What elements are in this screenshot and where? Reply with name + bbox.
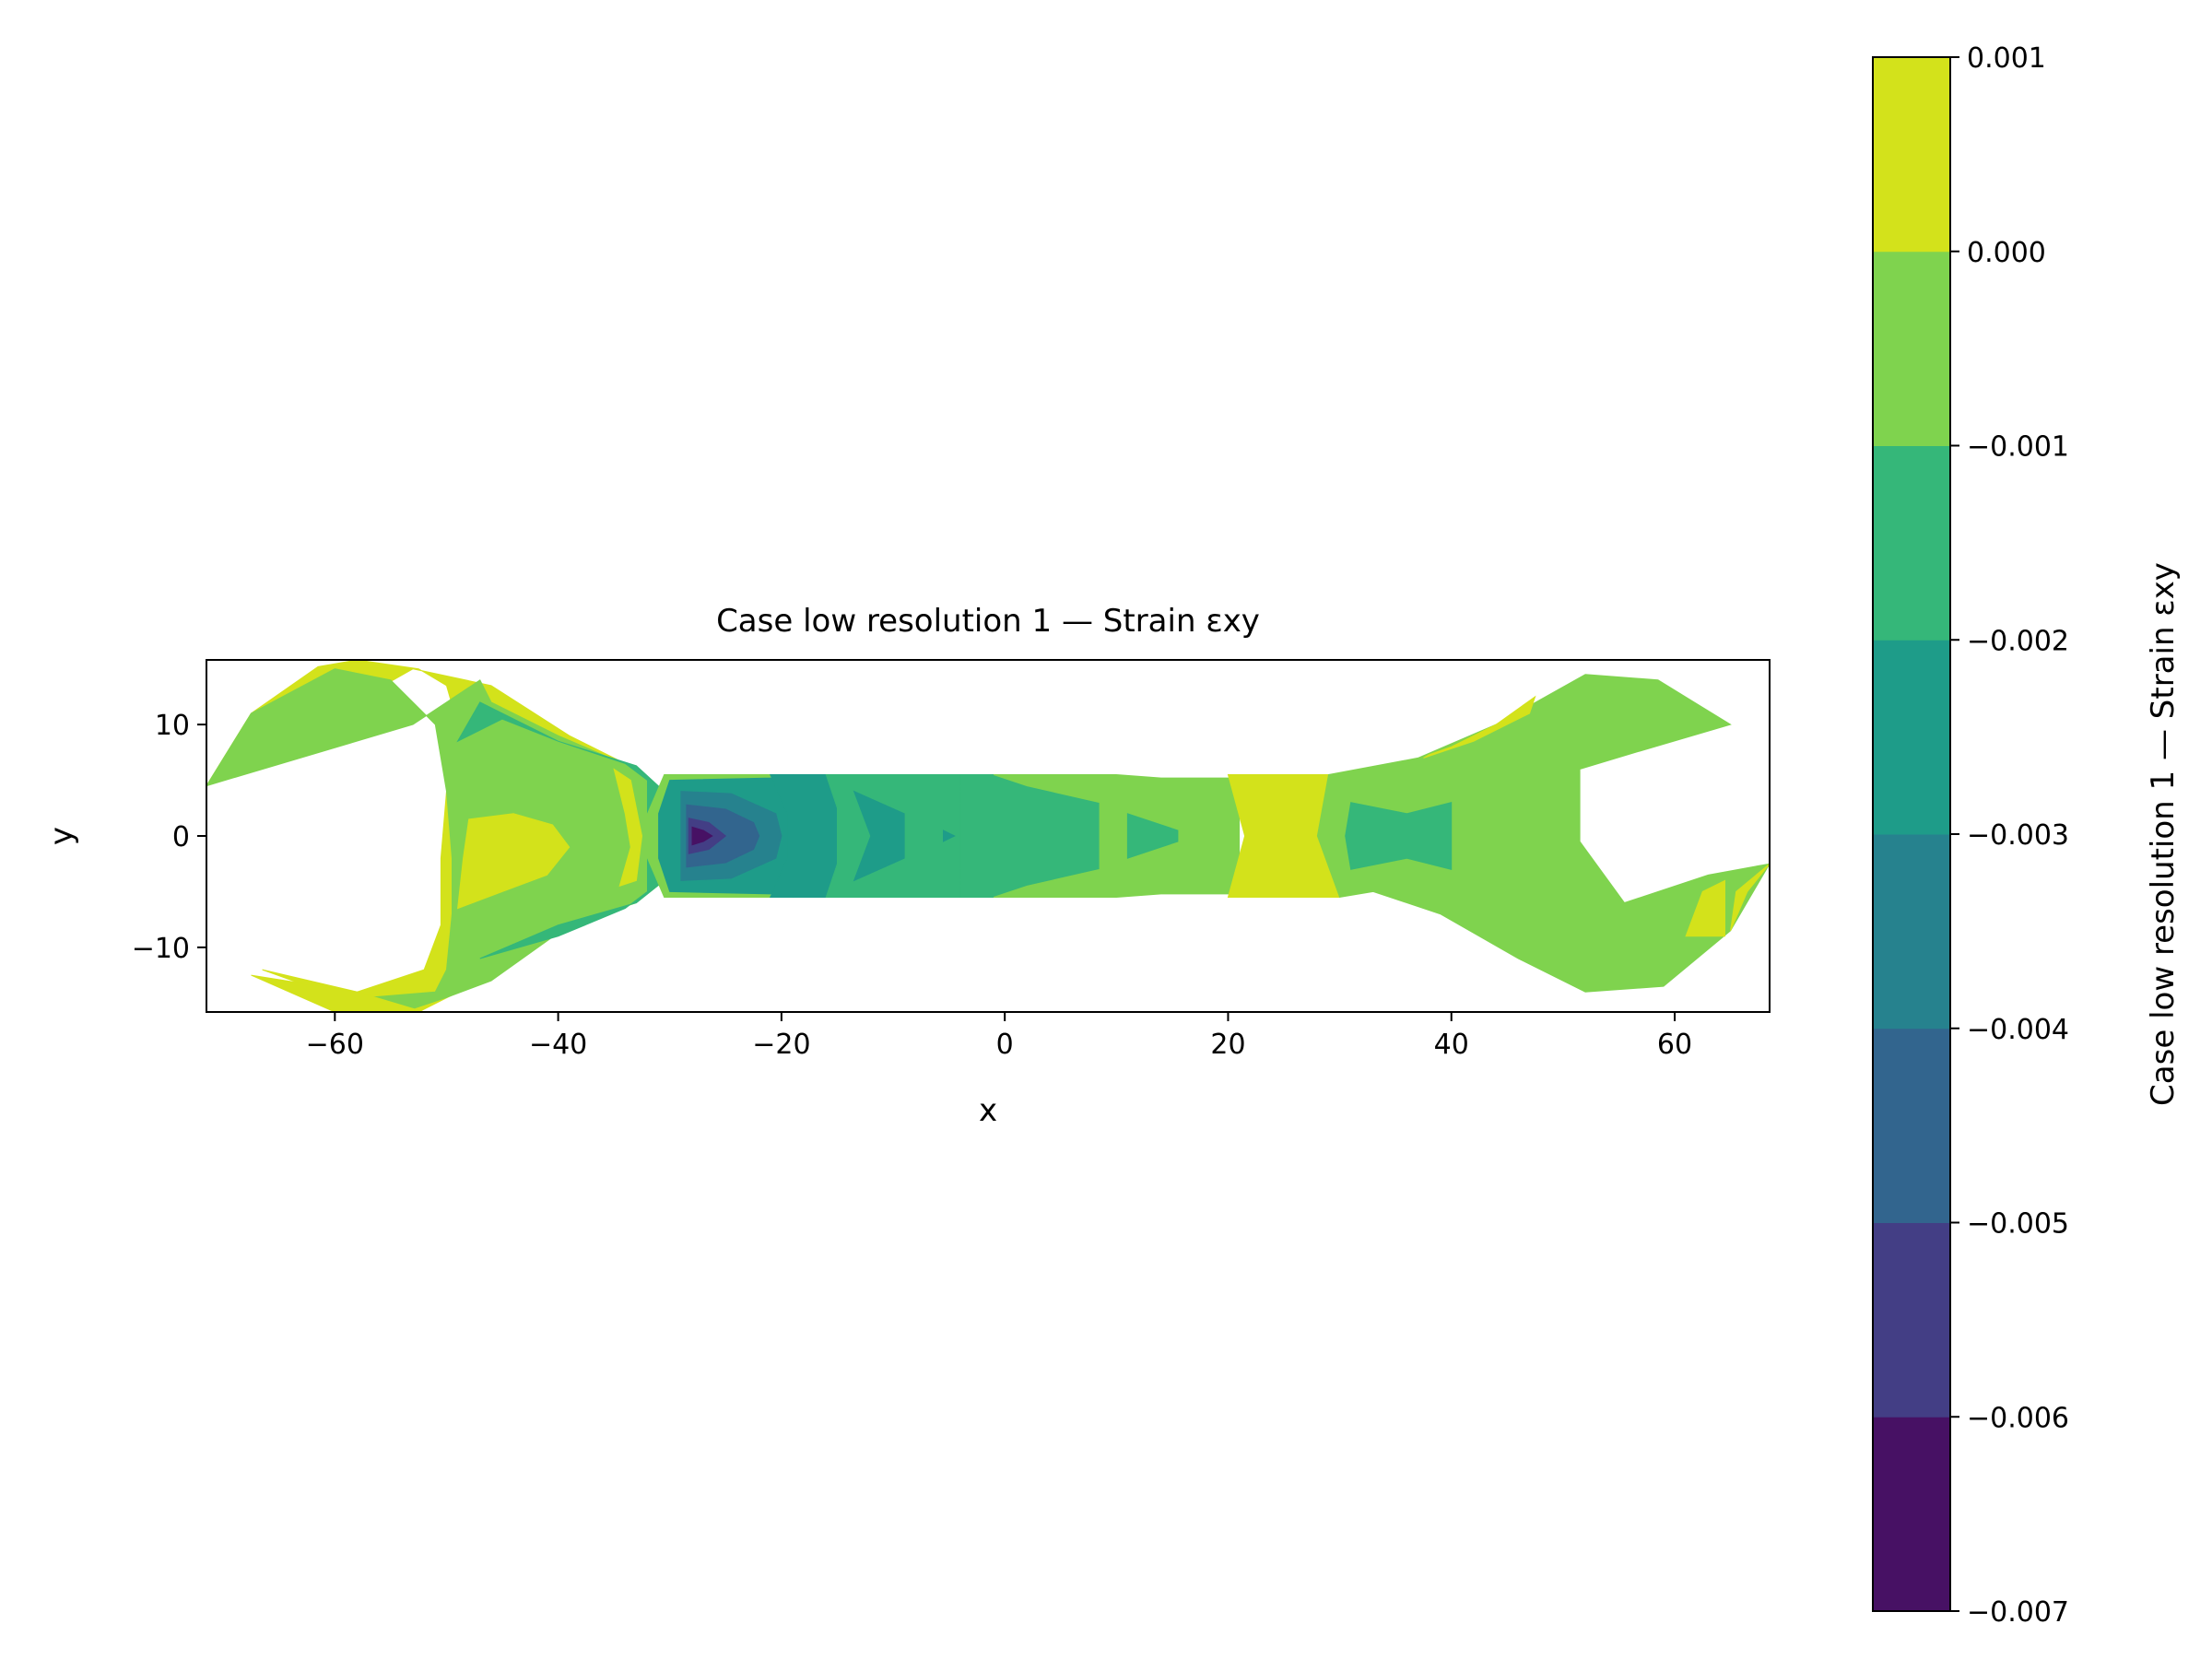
colorbar-tick-label: 0.001 — [1967, 42, 2046, 75]
contour-region — [1423, 695, 1536, 759]
x-tick-label: 20 — [1210, 1029, 1245, 1061]
colorbar-band — [1873, 834, 1950, 1030]
colorbar-band — [1873, 640, 1950, 835]
contour-region — [613, 768, 643, 888]
x-tick-label: 0 — [996, 1029, 1014, 1061]
colorbar-band — [1873, 1028, 1950, 1223]
colorbar-tick-label: −0.002 — [1967, 625, 2069, 657]
colorbar-tick-label: −0.007 — [1967, 1596, 2069, 1629]
y-axis: 10 0 −10 — [132, 710, 206, 965]
x-tick-label: −20 — [752, 1029, 810, 1061]
colorbar-tick-label: −0.001 — [1967, 431, 2069, 464]
colorbar-band — [1873, 445, 1950, 641]
colorbar-tick-label: −0.004 — [1967, 1014, 2069, 1046]
contour-region — [1685, 879, 1725, 937]
contour-region — [456, 701, 665, 959]
contour-field — [206, 660, 1770, 1012]
contour-region — [691, 826, 713, 846]
y-tick-label: −10 — [132, 933, 190, 965]
contour-region — [206, 668, 665, 1009]
colorbar-tick-label: −0.006 — [1967, 1402, 2069, 1434]
contour-region — [1730, 863, 1770, 931]
colorbar-frame — [1872, 56, 1951, 1612]
contour-region — [853, 790, 905, 882]
contour-region — [1345, 802, 1453, 870]
chart-title: Case low resolution 1 — Strain εxy — [716, 603, 1260, 640]
contour-region — [457, 813, 571, 910]
x-tick-label: 40 — [1434, 1029, 1469, 1061]
x-axis-label: x — [979, 1092, 997, 1129]
contour-region — [943, 830, 956, 842]
colorbar-band — [1873, 1222, 1950, 1418]
x-tick-label: 60 — [1657, 1029, 1692, 1061]
colorbar-band — [1873, 1417, 1950, 1612]
colorbar-band — [1873, 251, 1950, 446]
x-axis: −60 −40 −20 0 20 40 60 — [306, 1012, 1692, 1061]
colorbar-tick-label: −0.005 — [1967, 1208, 2069, 1241]
colorbar-tick-label: −0.003 — [1967, 819, 2069, 852]
contour-region — [1126, 813, 1179, 859]
contour-region — [993, 774, 1241, 898]
contour-region — [251, 974, 425, 1012]
colorbar-band — [1873, 57, 1950, 253]
y-tick-label: 10 — [155, 710, 190, 742]
x-tick-label: −40 — [529, 1029, 587, 1061]
x-tick-label: −60 — [306, 1029, 364, 1061]
y-tick-label: 0 — [172, 821, 190, 853]
contour-region — [1227, 774, 1341, 898]
y-axis-label: y — [43, 827, 80, 845]
colorbar-tick-label: 0.000 — [1967, 237, 2046, 269]
colorbar-label: Case low resolution 1 — Strain εxy — [2145, 562, 2182, 1106]
colorbar: −0.007 −0.006 −0.005 −0.004 −0.003 −0.002 −0.0… — [1873, 42, 2069, 1629]
